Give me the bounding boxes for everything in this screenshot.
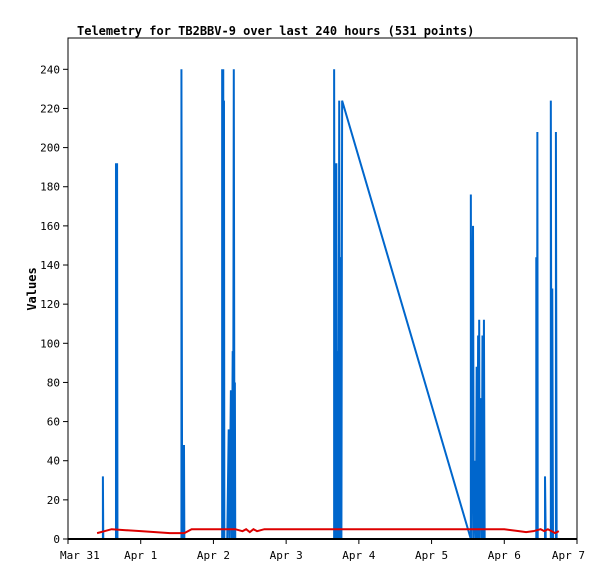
series-line-1	[101, 69, 558, 540]
y-tick-label: 120	[40, 298, 60, 311]
y-tick-label: 20	[47, 494, 60, 507]
y-tick-label: 180	[40, 181, 60, 194]
series-layer	[96, 69, 560, 540]
y-tick-label: 40	[47, 455, 60, 468]
y-tick-label: 80	[47, 376, 60, 389]
x-tick-label: Apr 6	[488, 549, 521, 562]
x-tick-label: Apr 3	[270, 549, 303, 562]
x-tick-label: Mar 31	[60, 549, 100, 562]
series-line-2	[96, 528, 560, 535]
x-tick-label: Apr 7	[552, 549, 585, 562]
y-tick-label: 0	[53, 533, 60, 546]
plot-frame	[67, 37, 578, 540]
y-tick-label: 220	[40, 102, 60, 115]
y-tick-label: 160	[40, 220, 60, 233]
y-axis-label: Values	[25, 267, 39, 310]
x-tick-label: Apr 1	[124, 549, 157, 562]
y-tick-label: 200	[40, 142, 60, 155]
x-tick-label: Apr 5	[415, 549, 448, 562]
y-tick-label: 100	[40, 337, 60, 350]
x-axis-ticks: Mar 31 Apr 1 Apr 2 Apr 3 Apr 4 Apr 5 Apr 6 Apr …	[60, 539, 585, 562]
y-tick-label: 140	[40, 259, 60, 272]
chart-title: Telemetry for TB2BBV-9 over last 240 hou…	[77, 24, 474, 38]
x-tick-label: Apr 2	[197, 549, 230, 562]
x-tick-label: Apr 4	[342, 549, 375, 562]
y-tick-label: 240	[40, 63, 60, 76]
y-tick-label: 60	[47, 416, 60, 429]
y-axis-ticks: 0 20 40 60 80 100 120 140 160 180 200 220 240	[40, 63, 68, 546]
